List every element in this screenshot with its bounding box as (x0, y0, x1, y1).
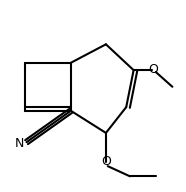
Text: N: N (15, 137, 24, 151)
Text: O: O (148, 63, 158, 76)
Text: O: O (101, 155, 111, 168)
